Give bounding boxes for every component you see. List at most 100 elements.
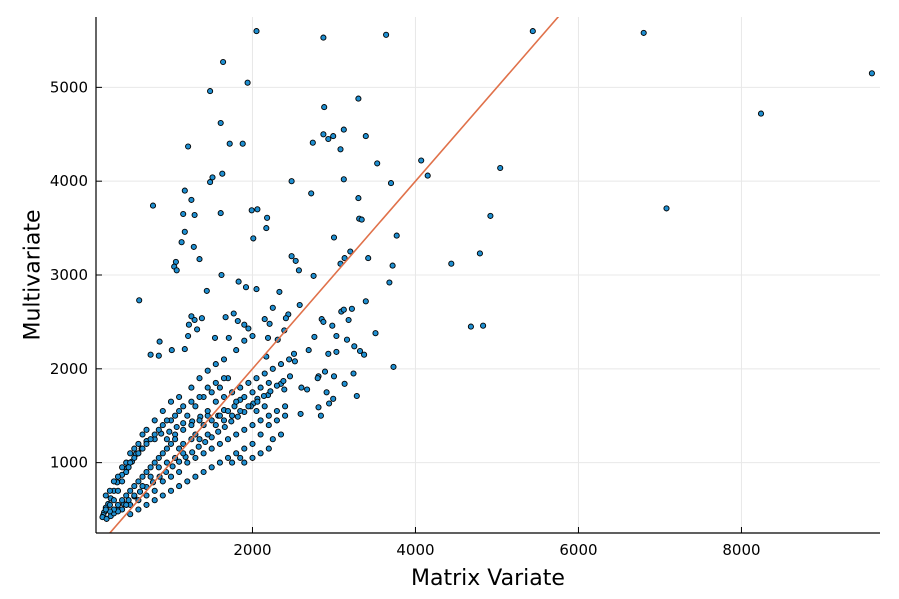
data-point [131,483,138,490]
data-point [151,497,158,504]
data-point [224,407,232,415]
data-point [184,478,191,485]
data-point [225,334,232,341]
y-tick-label: 3000 [50,266,88,284]
data-point [355,95,362,102]
data-point [136,297,143,304]
data-point [297,410,304,417]
data-point [220,356,228,363]
data-point [330,133,337,140]
data-point [253,28,260,35]
x-tick-label: 2000 [233,541,271,559]
data-point [341,380,348,387]
data-point [192,473,199,480]
data-point [135,506,142,513]
data-point [208,389,215,396]
data-point [374,160,381,167]
data-point [163,445,170,452]
data-point [143,501,150,508]
data-point [127,450,134,457]
data-point [184,412,191,419]
data-point [167,473,175,480]
data-point [350,370,357,377]
data-point [249,332,256,340]
data-point [393,232,400,239]
data-point [248,207,255,214]
data-point [341,255,348,262]
data-point [192,454,199,461]
data-point [267,388,274,395]
data-point [320,34,327,41]
data-point [326,400,333,407]
ticks: 2000 4000 6000 8000 1000 2000 3000 4000 5000 [50,78,761,559]
data-point [224,436,232,443]
data-point [188,196,195,203]
data-point [230,310,237,317]
data-point [180,440,187,447]
data-point [229,459,236,466]
x-tick-label: 8000 [722,541,760,559]
data-point [265,412,272,419]
data-point [234,413,241,420]
data-point [237,454,244,461]
data-point [204,431,211,438]
data-point [333,348,340,355]
data-point [467,323,474,330]
data-point [245,403,252,410]
data-point [190,243,197,250]
data-point [127,511,134,518]
data-point [323,389,330,396]
data-point [176,393,183,401]
data-point [226,140,233,147]
data-point [169,463,176,470]
data-point [189,449,196,456]
data-point [155,426,162,433]
data-point [250,235,257,242]
data-point [264,334,272,341]
data-point [321,104,328,111]
data-point [220,58,227,66]
data-point [159,450,166,457]
data-point [234,317,241,325]
data-point [311,333,318,340]
data-point [476,250,483,257]
data-point [147,351,154,358]
data-point [106,501,113,508]
y-tick-label: 5000 [50,78,88,96]
data-point [351,343,358,350]
data-point [163,436,170,443]
data-point [280,377,287,385]
data-point [204,384,211,391]
data-point [216,459,223,466]
data-point [166,428,173,435]
data-point [295,267,302,274]
data-point [208,445,215,452]
data-point [204,367,211,374]
data-point [143,440,150,447]
data-point [139,431,146,438]
data-point [282,315,289,322]
data-point [241,337,248,344]
data-point [286,356,293,363]
data-point [249,422,256,429]
data-point [320,318,327,325]
data-point [181,187,188,194]
data-point [329,322,336,329]
data-point [264,214,271,221]
data-point [265,445,272,452]
data-point [249,440,256,447]
data-point [143,426,150,433]
data-point [102,492,109,499]
data-point [196,256,203,263]
data-point [281,386,288,393]
data-point [304,386,311,393]
data-point [155,454,162,461]
data-point [167,398,175,405]
data-point [249,389,256,396]
data-point [362,298,369,305]
data-point [216,440,223,447]
data-point [321,368,329,375]
data-point [207,179,214,186]
data-point [273,417,280,424]
